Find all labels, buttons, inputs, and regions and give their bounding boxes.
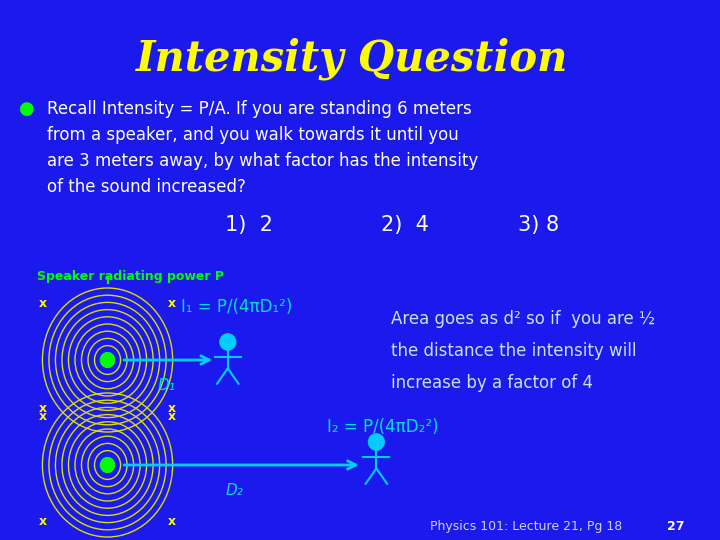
Text: the distance the intensity will: the distance the intensity will <box>391 342 636 360</box>
Text: x: x <box>39 515 47 528</box>
Circle shape <box>219 333 236 351</box>
Text: I₂ = P/(4πD₂²): I₂ = P/(4πD₂²) <box>328 418 439 436</box>
Text: Recall Intensity = P/A. If you are standing 6 meters: Recall Intensity = P/A. If you are stand… <box>47 100 472 118</box>
Text: x: x <box>39 297 47 310</box>
Text: ●: ● <box>19 100 35 118</box>
Circle shape <box>368 433 385 451</box>
Text: Intensity Question: Intensity Question <box>136 38 568 80</box>
Text: Physics 101: Lecture 21, Pg 18: Physics 101: Lecture 21, Pg 18 <box>430 520 622 533</box>
Text: x: x <box>39 410 47 423</box>
Text: x: x <box>168 297 176 310</box>
Text: I₁ = P/(4πD₁²): I₁ = P/(4πD₁²) <box>181 298 292 316</box>
Text: 1)  2: 1) 2 <box>225 215 273 235</box>
Text: 27: 27 <box>667 520 684 533</box>
Circle shape <box>99 352 115 368</box>
Text: increase by a factor of 4: increase by a factor of 4 <box>391 374 593 392</box>
Text: D₁: D₁ <box>157 378 175 393</box>
Text: 3) 8: 3) 8 <box>518 215 559 235</box>
Text: Area goes as d² so if  you are ½: Area goes as d² so if you are ½ <box>391 310 655 328</box>
Text: x: x <box>168 410 176 423</box>
Text: are 3 meters away, by what factor has the intensity: are 3 meters away, by what factor has th… <box>47 152 478 170</box>
Circle shape <box>99 457 115 473</box>
Text: D₂: D₂ <box>225 483 243 498</box>
Text: Speaker radiating power P: Speaker radiating power P <box>37 270 224 283</box>
Text: of the sound increased?: of the sound increased? <box>47 178 246 196</box>
Text: 2)  4: 2) 4 <box>382 215 429 235</box>
Text: x: x <box>168 515 176 528</box>
Text: x: x <box>168 402 176 415</box>
Text: from a speaker, and you walk towards it until you: from a speaker, and you walk towards it … <box>47 126 459 144</box>
Text: x: x <box>39 402 47 415</box>
